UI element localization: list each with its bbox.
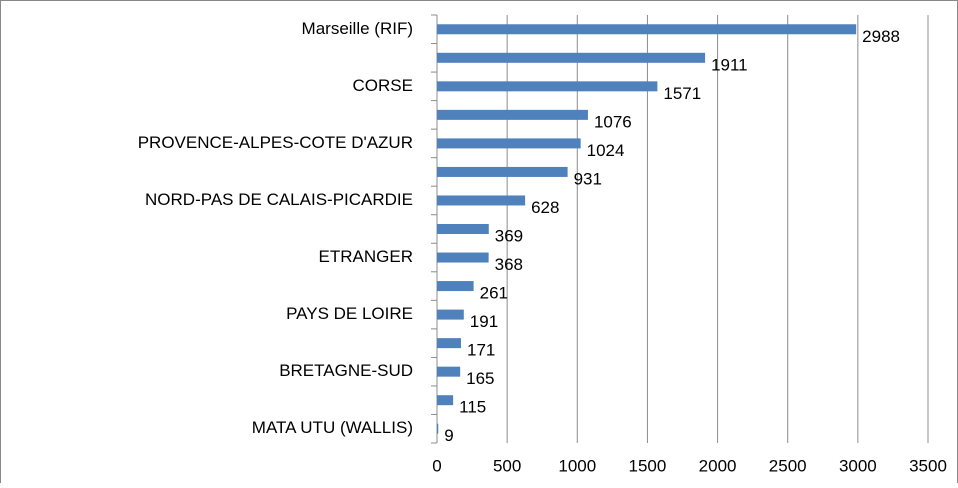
bar bbox=[437, 195, 526, 206]
x-tick-label: 1000 bbox=[558, 456, 596, 475]
bar bbox=[437, 281, 474, 292]
bar bbox=[437, 252, 489, 263]
bar bbox=[437, 338, 461, 349]
y-tick-label: PAYS DE LOIRE bbox=[286, 304, 413, 323]
value-label: 115 bbox=[459, 398, 486, 417]
value-label: 1911 bbox=[711, 55, 748, 74]
value-label: 191 bbox=[470, 312, 498, 331]
y-tick-label: BRETAGNE-SUD bbox=[279, 361, 413, 380]
bar bbox=[437, 423, 439, 434]
bar bbox=[437, 166, 568, 177]
bar bbox=[437, 109, 588, 120]
y-tick-label: ETRANGER bbox=[319, 247, 413, 266]
y-tick-label: CORSE bbox=[353, 76, 413, 95]
value-label: 1076 bbox=[594, 112, 632, 131]
x-tick-label: 0 bbox=[432, 456, 441, 475]
value-label: 261 bbox=[480, 284, 508, 303]
bar bbox=[437, 395, 454, 406]
x-tick-label: 2000 bbox=[699, 456, 737, 475]
bar bbox=[437, 52, 706, 63]
y-tick-label: Marseille (RIF) bbox=[302, 19, 413, 38]
value-label: 369 bbox=[495, 226, 523, 245]
bar bbox=[437, 224, 489, 234]
bar bbox=[437, 309, 464, 320]
x-tick-label: 500 bbox=[493, 456, 521, 475]
bar bbox=[437, 366, 461, 377]
value-label: 171 bbox=[467, 341, 495, 360]
bar bbox=[437, 81, 658, 92]
x-tick-label: 1500 bbox=[629, 456, 667, 475]
value-label: 9 bbox=[444, 426, 453, 445]
x-tick-label: 2500 bbox=[769, 456, 807, 475]
value-label: 368 bbox=[495, 255, 523, 274]
bar bbox=[437, 24, 857, 35]
y-tick-label: MATA UTU (WALLIS) bbox=[252, 418, 413, 437]
value-label: 1571 bbox=[663, 84, 701, 103]
x-tick-label: 3000 bbox=[839, 456, 877, 475]
y-tick-label: PROVENCE-ALPES-COTE D'AZUR bbox=[138, 133, 413, 152]
value-label: 2988 bbox=[862, 27, 900, 46]
value-label: 165 bbox=[466, 369, 494, 388]
value-label: 931 bbox=[574, 169, 602, 188]
y-tick-label: NORD-PAS DE CALAIS-PICARDIE bbox=[145, 190, 413, 209]
value-label: 1024 bbox=[587, 141, 625, 160]
x-tick-label: 3500 bbox=[909, 456, 947, 475]
value-label: 628 bbox=[531, 198, 559, 217]
bar bbox=[437, 138, 581, 149]
